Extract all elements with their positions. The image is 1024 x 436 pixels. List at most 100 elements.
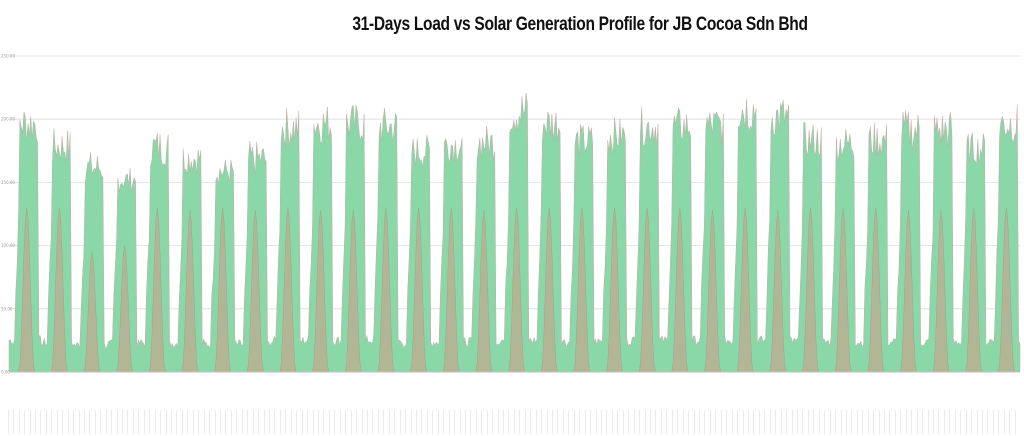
- x-tick-label: –––––––––––––––: [39, 410, 43, 434]
- x-tick-label: –––––––––––––––: [708, 410, 712, 434]
- x-tick-label: –––––––––––––––: [806, 410, 810, 434]
- x-tick-label: –––––––––––––––: [790, 410, 794, 434]
- x-tick-label: –––––––––––––––: [71, 410, 75, 434]
- x-tick-label: –––––––––––––––: [904, 410, 908, 434]
- x-tick-label: –––––––––––––––: [920, 410, 924, 434]
- x-tick-label: –––––––––––––––: [605, 410, 609, 434]
- x-tick-label: –––––––––––––––: [550, 410, 554, 434]
- x-tick-label: –––––––––––––––: [284, 410, 288, 434]
- x-tick-label: –––––––––––––––: [980, 410, 984, 434]
- x-tick-label: –––––––––––––––: [463, 410, 467, 434]
- x-tick-label: –––––––––––––––: [833, 410, 837, 434]
- x-tick-label: –––––––––––––––: [572, 410, 576, 434]
- x-tick-label: –––––––––––––––: [556, 410, 560, 434]
- x-tick-label: –––––––––––––––: [795, 410, 799, 434]
- x-tick-label: –––––––––––––––: [937, 410, 941, 434]
- x-tick-label: –––––––––––––––: [376, 410, 380, 434]
- x-tick-label: –––––––––––––––: [784, 410, 788, 434]
- x-tick-label: –––––––––––––––: [240, 410, 244, 434]
- x-tick-label: –––––––––––––––: [88, 410, 92, 434]
- x-tick-label: –––––––––––––––: [202, 410, 206, 434]
- x-tick-label: –––––––––––––––: [626, 410, 630, 434]
- x-tick-label: –––––––––––––––: [262, 410, 266, 434]
- x-tick-label: –––––––––––––––: [322, 410, 326, 434]
- x-tick-label: –––––––––––––––: [670, 410, 674, 434]
- x-tick-label: –––––––––––––––: [910, 410, 914, 434]
- x-tick-label: –––––––––––––––: [420, 410, 424, 434]
- x-tick-label: –––––––––––––––: [942, 410, 946, 434]
- x-tick-label: –––––––––––––––: [11, 410, 15, 434]
- x-tick-label: –––––––––––––––: [975, 410, 979, 434]
- x-tick-label: –––––––––––––––: [610, 410, 614, 434]
- x-tick-label: –––––––––––––––: [305, 410, 309, 434]
- x-tick-label: –––––––––––––––: [507, 410, 511, 434]
- x-tick-label: –––––––––––––––: [431, 410, 435, 434]
- x-tick-label: –––––––––––––––: [681, 410, 685, 434]
- x-tick-label: –––––––––––––––: [229, 410, 233, 434]
- x-tick-label: –––––––––––––––: [480, 410, 484, 434]
- x-tick-label: –––––––––––––––: [115, 410, 119, 434]
- x-tick-label: –––––––––––––––: [953, 410, 957, 434]
- x-tick-label: –––––––––––––––: [158, 410, 162, 434]
- x-tick-label: –––––––––––––––: [686, 410, 690, 434]
- x-tick-label: –––––––––––––––: [387, 410, 391, 434]
- x-tick-label: –––––––––––––––: [659, 410, 663, 434]
- x-tick-label: –––––––––––––––: [958, 410, 962, 434]
- x-tick-label: –––––––––––––––: [316, 410, 320, 434]
- x-tick-label: –––––––––––––––: [850, 410, 854, 434]
- x-tick-label: –––––––––––––––: [877, 410, 881, 434]
- x-tick-label: –––––––––––––––: [1013, 410, 1017, 434]
- x-tick-label: –––––––––––––––: [33, 410, 37, 434]
- x-tick-label: –––––––––––––––: [844, 410, 848, 434]
- x-tick-label: –––––––––––––––: [289, 410, 293, 434]
- x-tick-label: –––––––––––––––: [730, 410, 734, 434]
- x-tick-label: –––––––––––––––: [599, 410, 603, 434]
- x-tick-label: –––––––––––––––: [915, 410, 919, 434]
- x-tick-label: –––––––––––––––: [93, 410, 97, 434]
- x-tick-label: –––––––––––––––: [311, 410, 315, 434]
- x-tick-label: –––––––––––––––: [186, 410, 190, 434]
- x-tick-label: –––––––––––––––: [518, 410, 522, 434]
- x-tick-label: –––––––––––––––: [22, 410, 26, 434]
- x-tick-label: –––––––––––––––: [893, 410, 897, 434]
- x-tick-label: –––––––––––––––: [741, 410, 745, 434]
- x-tick-label: –––––––––––––––: [338, 410, 342, 434]
- x-tick-label: –––––––––––––––: [588, 410, 592, 434]
- x-tick-label: –––––––––––––––: [1002, 410, 1006, 434]
- y-tick-label: 50.00: [1, 306, 13, 311]
- x-tick-label: –––––––––––––––: [692, 410, 696, 434]
- x-tick-label: –––––––––––––––: [126, 410, 130, 434]
- y-tick-label: 150.00: [1, 180, 15, 185]
- x-tick-label: –––––––––––––––: [169, 410, 173, 434]
- x-tick-label: –––––––––––––––: [496, 410, 500, 434]
- x-tick-label: –––––––––––––––: [343, 410, 347, 434]
- x-tick-label: –––––––––––––––: [224, 410, 228, 434]
- chart-title: 31-Days Load vs Solar Generation Profile…: [352, 14, 808, 35]
- x-tick-label: –––––––––––––––: [371, 410, 375, 434]
- x-tick-label: –––––––––––––––: [735, 410, 739, 434]
- x-tick-label: –––––––––––––––: [969, 410, 973, 434]
- x-tick-label: –––––––––––––––: [986, 410, 990, 434]
- x-tick-label: –––––––––––––––: [164, 410, 168, 434]
- x-tick-label: –––––––––––––––: [425, 410, 429, 434]
- x-tick-label: –––––––––––––––: [77, 410, 81, 434]
- x-tick-label: –––––––––––––––: [490, 410, 494, 434]
- x-tick-label: –––––––––––––––: [360, 410, 364, 434]
- x-tick-label: –––––––––––––––: [1007, 410, 1011, 434]
- x-tick-label: –––––––––––––––: [142, 410, 146, 434]
- x-tick-label: –––––––––––––––: [643, 410, 647, 434]
- x-tick-label: –––––––––––––––: [621, 410, 625, 434]
- x-tick-label: –––––––––––––––: [28, 410, 32, 434]
- x-tick-label: –––––––––––––––: [218, 410, 222, 434]
- x-tick-label: –––––––––––––––: [137, 410, 141, 434]
- x-tick-label: –––––––––––––––: [392, 410, 396, 434]
- x-tick-label: –––––––––––––––: [752, 410, 756, 434]
- x-tick-label: –––––––––––––––: [594, 410, 598, 434]
- x-tick-label: –––––––––––––––: [458, 410, 462, 434]
- x-tick-label: –––––––––––––––: [822, 410, 826, 434]
- x-tick-label: –––––––––––––––: [197, 410, 201, 434]
- x-tick-label: –––––––––––––––: [191, 410, 195, 434]
- x-tick-label: –––––––––––––––: [60, 410, 64, 434]
- x-tick-label: –––––––––––––––: [6, 410, 10, 434]
- x-tick-label: –––––––––––––––: [55, 410, 59, 434]
